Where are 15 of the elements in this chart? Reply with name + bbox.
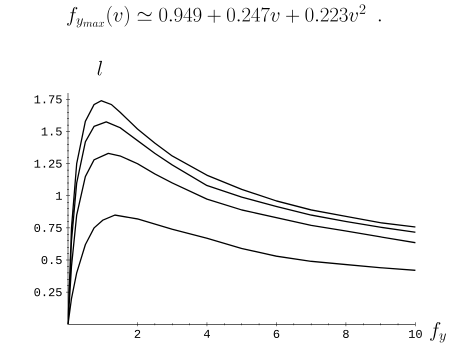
y-tick-label: 1.75: [34, 95, 62, 104]
y-tick-label: 1: [56, 192, 62, 200]
x-tick-label: 10: [409, 330, 422, 338]
x-tick-label: 2: [134, 330, 140, 338]
y-axis-title: $l$: [98, 60, 102, 76]
chart-title: $f_{y_{max}}(v) \simeq 0.949+0.247v+0.223v^2\ \ .$: [67, 4, 381, 28]
x-tick-label: 6: [274, 330, 280, 338]
y-tick-label: 0.5: [42, 256, 62, 264]
x-tick-label: 8: [343, 330, 349, 338]
y-tick-label: 0.75: [34, 224, 62, 232]
y-tick-label: 1.5: [42, 128, 62, 136]
x-axis-title: $f_y$: [430, 322, 446, 343]
x-tick-label: 4: [204, 330, 210, 338]
y-tick-label: 1.25: [34, 160, 62, 168]
y-tick-label: 0.25: [34, 288, 62, 296]
